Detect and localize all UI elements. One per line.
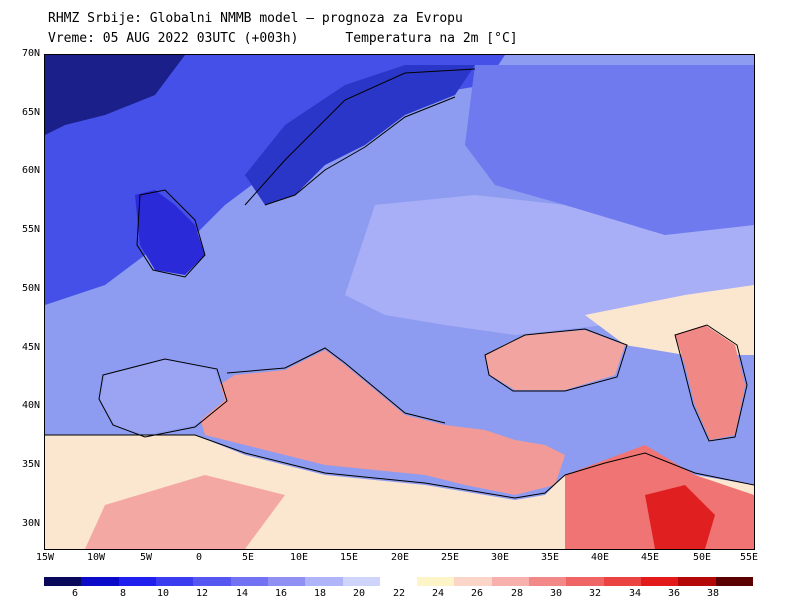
colorbar-cell <box>491 577 530 586</box>
mediterranean-sea <box>195 350 565 495</box>
map-title: RHMZ Srbije: Globalni NMMB model — progn… <box>48 11 463 26</box>
lat-label-60n: 60N <box>21 165 40 176</box>
black-sea <box>485 330 625 390</box>
lat-label-40n: 40N <box>21 400 40 411</box>
colorbar-label-6: 6 <box>72 588 79 599</box>
caspian-sea <box>675 325 745 440</box>
colorbar-cell <box>81 577 119 586</box>
colorbar-label-28: 28 <box>511 588 524 599</box>
colorbar-label-16: 16 <box>275 588 288 599</box>
lon-label-20e: 20E <box>391 552 410 563</box>
colorbar-cell <box>641 577 679 586</box>
temperature-map <box>44 54 755 550</box>
colorbar-cell <box>379 577 418 586</box>
colorbar-label-38: 38 <box>707 588 720 599</box>
arctic-cold <box>45 55 185 135</box>
lon-label-45e: 45E <box>641 552 660 563</box>
colorbar-label-8: 8 <box>120 588 127 599</box>
lat-label-55n: 55N <box>21 224 40 235</box>
eastern-europe-mild <box>345 195 754 335</box>
colorbar-cell <box>566 577 604 586</box>
sahara-hot-west <box>85 475 285 549</box>
colorbar-cell <box>155 577 194 586</box>
colorbar-label-10: 10 <box>157 588 170 599</box>
colorbar-cell <box>193 577 231 586</box>
lat-label-35n: 35N <box>21 459 40 470</box>
lon-label-55e: 55E <box>740 552 759 563</box>
colorbar-label-36: 36 <box>668 588 681 599</box>
lon-label-15e: 15E <box>340 552 359 563</box>
colorbar-cell <box>44 577 82 586</box>
colorbar-cell <box>603 577 641 586</box>
iraq-hottest <box>645 485 715 549</box>
lat-label-70n: 70N <box>21 48 40 59</box>
lon-label-25e: 25E <box>441 552 460 563</box>
colorbar-label-30: 30 <box>550 588 563 599</box>
colorbar-cell <box>529 577 567 586</box>
colorbar-label-34: 34 <box>629 588 642 599</box>
colorbar-cell <box>678 577 716 586</box>
coastlines <box>45 68 754 499</box>
lat-label-30n: 30N <box>21 518 40 529</box>
colorbar-label-20: 20 <box>353 588 366 599</box>
lon-label-30e: 30E <box>491 552 510 563</box>
temperature-field <box>45 55 754 549</box>
russia-cool <box>465 65 754 235</box>
colorbar-label-32: 32 <box>589 588 602 599</box>
lon-label-0: 0 <box>196 552 203 563</box>
colorbar-cell <box>715 577 753 586</box>
colorbar-cell <box>230 577 268 586</box>
lat-label-45n: 45N <box>21 342 40 353</box>
british-isles <box>135 190 205 275</box>
colorbar-label-14: 14 <box>236 588 249 599</box>
lon-label-5w: 5W <box>140 552 153 563</box>
colorbar-label-12: 12 <box>196 588 209 599</box>
colorbar-label-22: 22 <box>393 588 406 599</box>
colorbar-cell <box>454 577 492 586</box>
lon-label-5e: 5E <box>242 552 255 563</box>
colorbar-cell <box>342 577 380 586</box>
lon-label-15w: 15W <box>36 552 55 563</box>
lon-label-35e: 35E <box>541 552 560 563</box>
colorbar-cell <box>305 577 343 586</box>
colorbar-cell <box>267 577 306 586</box>
colorbar-label-24: 24 <box>432 588 445 599</box>
temperature-colorbar <box>44 577 753 586</box>
colorbar-cell <box>417 577 455 586</box>
scandinavia-cold <box>245 65 475 205</box>
lat-label-50n: 50N <box>21 283 40 294</box>
map-subtitle: Vreme: 05 AUG 2022 03UTC (+003h) Tempera… <box>48 31 518 46</box>
lon-label-40e: 40E <box>591 552 610 563</box>
colorbar-label-18: 18 <box>314 588 327 599</box>
iberia <box>100 360 225 435</box>
lat-label-65n: 65N <box>21 107 40 118</box>
colorbar-cell <box>118 577 156 586</box>
lon-label-50e: 50E <box>693 552 712 563</box>
lon-label-10w: 10W <box>87 552 106 563</box>
colorbar-label-26: 26 <box>471 588 484 599</box>
lon-label-10e: 10E <box>290 552 309 563</box>
